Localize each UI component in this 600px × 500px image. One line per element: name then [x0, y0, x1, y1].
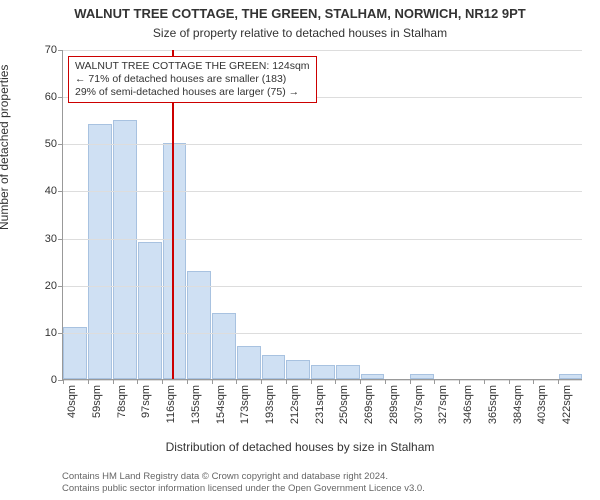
- annotation-line: 29% of semi-detached houses are larger (…: [75, 86, 310, 99]
- xtick-label: 422sqm: [561, 385, 573, 424]
- xtick-label: 173sqm: [239, 385, 251, 424]
- histogram-bar: [212, 313, 236, 379]
- xtick-mark: [286, 379, 287, 384]
- xtick-mark: [88, 379, 89, 384]
- xtick-mark: [558, 379, 559, 384]
- ytick-mark: [58, 191, 63, 192]
- xtick-label: 212sqm: [289, 385, 301, 424]
- ytick-mark: [58, 239, 63, 240]
- xtick-mark: [410, 379, 411, 384]
- annotation-line: WALNUT TREE COTTAGE THE GREEN: 124sqm: [75, 60, 310, 73]
- xtick-mark: [335, 379, 336, 384]
- ytick-mark: [58, 144, 63, 145]
- xtick-mark: [533, 379, 534, 384]
- y-axis-label: Number of detached properties: [0, 65, 11, 230]
- xtick-label: 365sqm: [487, 385, 499, 424]
- xtick-label: 289sqm: [388, 385, 400, 424]
- xtick-label: 269sqm: [363, 385, 375, 424]
- x-axis-title: Distribution of detached houses by size …: [0, 440, 600, 454]
- footer-line-1: Contains HM Land Registry data © Crown c…: [62, 471, 582, 482]
- chart-title-main: WALNUT TREE COTTAGE, THE GREEN, STALHAM,…: [0, 6, 600, 21]
- xtick-label: 327sqm: [437, 385, 449, 424]
- footer-line-2: Contains public sector information licen…: [62, 483, 582, 494]
- gridline: [63, 380, 582, 381]
- xtick-mark: [261, 379, 262, 384]
- gridline: [63, 333, 582, 334]
- xtick-mark: [484, 379, 485, 384]
- histogram-bar: [361, 374, 385, 379]
- xtick-mark: [137, 379, 138, 384]
- xtick-mark: [113, 379, 114, 384]
- xtick-mark: [509, 379, 510, 384]
- chart-title-sub: Size of property relative to detached ho…: [0, 26, 600, 40]
- histogram-bar: [262, 355, 286, 379]
- ytick-mark: [58, 286, 63, 287]
- xtick-label: 250sqm: [338, 385, 350, 424]
- gridline: [63, 191, 582, 192]
- xtick-label: 59sqm: [91, 385, 103, 418]
- xtick-mark: [63, 379, 64, 384]
- ytick-label: 60: [45, 91, 57, 103]
- histogram-bar: [311, 365, 335, 379]
- gridline: [63, 239, 582, 240]
- histogram-bar: [138, 242, 162, 379]
- xtick-mark: [212, 379, 213, 384]
- histogram-bar: [336, 365, 360, 379]
- ytick-mark: [58, 333, 63, 334]
- histogram-bar: [410, 374, 434, 379]
- xtick-mark: [162, 379, 163, 384]
- xtick-mark: [434, 379, 435, 384]
- histogram-bar: [88, 124, 112, 379]
- gridline: [63, 50, 582, 51]
- xtick-label: 135sqm: [190, 385, 202, 424]
- xtick-mark: [459, 379, 460, 384]
- xtick-mark: [187, 379, 188, 384]
- histogram-bar: [559, 374, 583, 379]
- ytick-label: 20: [45, 280, 57, 292]
- chart-container: { "chart": { "type": "histogram", "width…: [0, 0, 600, 500]
- xtick-label: 116sqm: [165, 385, 177, 423]
- xtick-label: 193sqm: [264, 385, 276, 424]
- xtick-label: 40sqm: [66, 385, 78, 418]
- ytick-mark: [58, 97, 63, 98]
- histogram-bar: [113, 120, 137, 379]
- xtick-label: 307sqm: [413, 385, 425, 424]
- annotation-line: ← 71% of detached houses are smaller (18…: [75, 73, 310, 86]
- ytick-label: 70: [45, 44, 57, 56]
- xtick-label: 403sqm: [536, 385, 548, 424]
- xtick-mark: [385, 379, 386, 384]
- xtick-label: 231sqm: [314, 385, 326, 424]
- ytick-mark: [58, 50, 63, 51]
- histogram-bar: [286, 360, 310, 379]
- xtick-label: 78sqm: [116, 385, 128, 418]
- histogram-bar: [63, 327, 87, 379]
- ytick-label: 0: [51, 374, 57, 386]
- histogram-bar: [187, 271, 211, 379]
- xtick-label: 97sqm: [140, 385, 152, 418]
- annotation-box: WALNUT TREE COTTAGE THE GREEN: 124sqm← 7…: [68, 56, 317, 103]
- xtick-mark: [311, 379, 312, 384]
- xtick-label: 384sqm: [512, 385, 524, 424]
- gridline: [63, 286, 582, 287]
- ytick-label: 30: [45, 233, 57, 245]
- xtick-label: 154sqm: [215, 385, 227, 424]
- gridline: [63, 144, 582, 145]
- xtick-mark: [236, 379, 237, 384]
- histogram-bar: [237, 346, 261, 379]
- plot-area: 01020304050607040sqm59sqm78sqm97sqm116sq…: [62, 50, 582, 380]
- ytick-label: 50: [45, 138, 57, 150]
- chart-footer: Contains HM Land Registry data © Crown c…: [62, 471, 582, 494]
- ytick-label: 40: [45, 185, 57, 197]
- xtick-label: 346sqm: [462, 385, 474, 424]
- ytick-label: 10: [45, 327, 57, 339]
- xtick-mark: [360, 379, 361, 384]
